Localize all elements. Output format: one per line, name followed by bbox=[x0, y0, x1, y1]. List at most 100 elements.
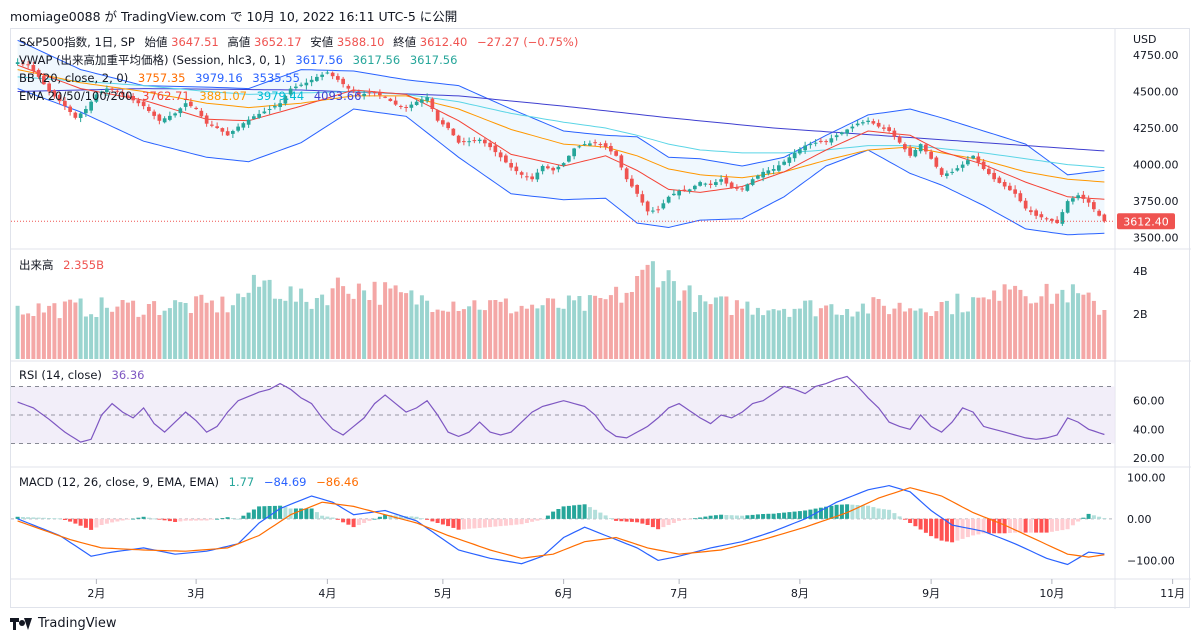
macd-hist-bar bbox=[377, 516, 382, 519]
candle-body bbox=[278, 103, 282, 107]
rsi-levels bbox=[11, 386, 1115, 444]
candle-body bbox=[273, 106, 277, 108]
volume-bar bbox=[1044, 283, 1049, 359]
volume-bar bbox=[666, 270, 671, 359]
volume-bar bbox=[372, 281, 377, 359]
time-tick-label: 9月 bbox=[922, 587, 940, 600]
macd-hist-bar bbox=[524, 518, 529, 523]
volume-bar bbox=[283, 300, 288, 359]
macd-hist-bar bbox=[608, 518, 613, 519]
macd-hist-bar bbox=[682, 518, 687, 520]
macd-hist-bar bbox=[519, 518, 524, 525]
macd-hist-bar bbox=[41, 517, 46, 519]
macd-hist-bar bbox=[120, 518, 125, 521]
volume-bar bbox=[209, 300, 214, 359]
volume-bar bbox=[624, 292, 629, 359]
candle-body bbox=[619, 155, 624, 168]
candle-body bbox=[388, 98, 393, 101]
candle-body bbox=[126, 95, 130, 98]
macd-hist-bar bbox=[278, 505, 283, 519]
volume-bar bbox=[771, 309, 776, 359]
candle-body bbox=[614, 151, 618, 156]
vwap-value-1: 3617.56 bbox=[295, 53, 343, 67]
candle-body bbox=[383, 96, 387, 98]
volume-bar bbox=[855, 311, 860, 359]
volume-bar bbox=[635, 276, 640, 359]
candle-body bbox=[435, 110, 440, 121]
macd-hist-bar bbox=[582, 504, 587, 519]
volume-bar bbox=[608, 295, 613, 359]
candle-body bbox=[1018, 193, 1023, 202]
volume-pane[interactable]: 出来高 2.355B 4B 2B bbox=[15, 258, 1148, 359]
time-tick-label: 2月 bbox=[87, 587, 105, 600]
candle-body bbox=[918, 144, 923, 152]
macd-hist-bar bbox=[356, 518, 361, 525]
volume-bar bbox=[782, 308, 787, 359]
candle-body bbox=[630, 178, 634, 187]
candle-body bbox=[1060, 212, 1065, 224]
volume-bar bbox=[677, 300, 682, 359]
macd-hist-bar bbox=[472, 518, 477, 529]
macd-hist-bar bbox=[209, 518, 214, 520]
candle-body bbox=[378, 92, 382, 96]
volume-bar bbox=[713, 297, 718, 359]
candle-body bbox=[745, 184, 750, 191]
candle-body bbox=[588, 143, 592, 146]
candle-body bbox=[1076, 195, 1080, 199]
volume-bar bbox=[125, 302, 130, 359]
macd-hist-bar bbox=[262, 506, 267, 519]
footer-brand: TradingView bbox=[38, 616, 117, 631]
macd-hist-bar bbox=[251, 509, 256, 519]
vwap-legend: VWAP (出来高加重平均価格) (Session, hlc3, 0, 1) 3… bbox=[19, 53, 457, 67]
macd-hist-bar bbox=[713, 515, 718, 519]
close-label: 終値 bbox=[393, 35, 416, 49]
candle-body bbox=[645, 201, 650, 212]
volume-bar bbox=[194, 296, 199, 359]
macd-hist-bar bbox=[782, 512, 787, 519]
candle-body bbox=[950, 171, 954, 173]
macd-pane[interactable]: MACD (12, 26, close, 9, EMA, EMA) 1.77 −… bbox=[11, 471, 1175, 567]
volume-bar bbox=[446, 311, 451, 359]
ema200-line bbox=[17, 88, 1105, 152]
candle-body bbox=[892, 130, 897, 137]
candle-body bbox=[992, 172, 996, 180]
volume-bar bbox=[456, 311, 461, 359]
volume-bar bbox=[750, 314, 755, 359]
macd-hist-bar bbox=[824, 506, 829, 519]
time-tick-label: 10月 bbox=[1039, 587, 1064, 600]
macd-hist-bar bbox=[414, 516, 419, 519]
macd-hist-bar bbox=[566, 505, 571, 519]
volume-bar bbox=[440, 310, 445, 359]
time-axis[interactable]: 2月 3月 4月 5月 6月 7月 8月 9月 10月 11月 bbox=[87, 579, 1185, 600]
volume-bar bbox=[561, 308, 566, 359]
volume-bar bbox=[1028, 303, 1033, 359]
macd-legend: MACD (12, 26, close, 9, EMA, EMA) 1.77 −… bbox=[19, 475, 359, 489]
chart-svg[interactable]: 3612.40 USD 4750.00 4500.00 4250.00 4000.00… bbox=[11, 29, 1191, 609]
candle-body bbox=[341, 78, 345, 85]
volume-bar bbox=[845, 309, 850, 359]
volume-bar bbox=[215, 312, 220, 359]
macd-hist-bar bbox=[456, 518, 461, 530]
rsi-pane[interactable]: RSI (14, close) 36.36 60.00 40.00 20.00 bbox=[11, 368, 1165, 465]
price-pane[interactable]: 3612.40 USD 4750.00 4500.00 4250.00 4000.00… bbox=[11, 33, 1179, 245]
volume-bar bbox=[383, 282, 388, 359]
candle-body bbox=[556, 166, 561, 170]
macd-hist-bar bbox=[881, 509, 886, 519]
volume-bar bbox=[346, 293, 351, 359]
macd-hist-bar bbox=[656, 518, 661, 530]
volume-bar bbox=[766, 310, 771, 359]
volume-bar bbox=[482, 310, 487, 359]
signal-value: −86.46 bbox=[316, 475, 359, 489]
candle-body bbox=[183, 103, 188, 107]
volume-bar bbox=[104, 307, 109, 359]
volume-bar bbox=[246, 292, 251, 359]
volume-bar bbox=[598, 298, 603, 359]
chart-frame[interactable]: 3612.40 USD 4750.00 4500.00 4250.00 4000.00… bbox=[10, 28, 1191, 609]
candle-body bbox=[57, 94, 62, 102]
candle-body bbox=[782, 161, 786, 165]
candle-body bbox=[519, 172, 524, 175]
candle-body bbox=[120, 92, 125, 95]
volume-bar bbox=[1018, 289, 1023, 359]
volume-bar bbox=[992, 290, 997, 359]
candle-body bbox=[404, 107, 408, 108]
